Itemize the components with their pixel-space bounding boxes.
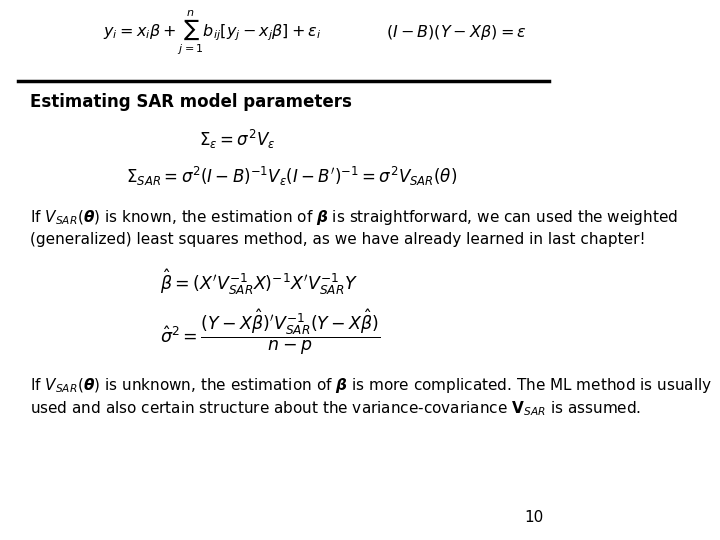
Text: $\hat{\sigma}^2 = \dfrac{(Y - X\hat{\beta})'V_{SAR}^{-1}(Y - X\hat{\beta})}{n - : $\hat{\sigma}^2 = \dfrac{(Y - X\hat{\bet… [160, 308, 380, 357]
Text: $\hat{\beta} = (X'V_{SAR}^{-1}X)^{-1}X'V_{SAR}^{-1}Y$: $\hat{\beta} = (X'V_{SAR}^{-1}X)^{-1}X'V… [160, 268, 358, 298]
Text: $(I - B)(Y - X\beta) = \varepsilon$: $(I - B)(Y - X\beta) = \varepsilon$ [385, 23, 526, 42]
Text: $\Sigma_{\varepsilon} = \sigma^2 V_{\varepsilon}$: $\Sigma_{\varepsilon} = \sigma^2 V_{\var… [199, 128, 276, 151]
Text: If $V_{SAR}(\boldsymbol{\theta})$ is known, the estimation of $\boldsymbol{\beta: If $V_{SAR}(\boldsymbol{\theta})$ is kno… [30, 208, 678, 227]
Text: If $V_{SAR}(\boldsymbol{\theta})$ is unknown, the estimation of $\boldsymbol{\be: If $V_{SAR}(\boldsymbol{\theta})$ is unk… [30, 376, 712, 395]
Text: $\Sigma_{SAR} = \sigma^2(I-B)^{-1}V_{\varepsilon}(I-B')^{-1} = \sigma^2 V_{SAR}(: $\Sigma_{SAR} = \sigma^2(I-B)^{-1}V_{\va… [126, 165, 456, 188]
Text: 10: 10 [524, 510, 544, 525]
Text: $y_i = x_i\beta + \sum_{j=1}^{n} b_{ij}\left[y_j - x_j\beta\right] + \varepsilon: $y_i = x_i\beta + \sum_{j=1}^{n} b_{ij}\… [103, 8, 322, 57]
Text: (generalized) least squares method, as we have already learned in last chapter!: (generalized) least squares method, as w… [30, 232, 645, 247]
Text: used and also certain structure about the variance-covariance $\mathbf{V}_{SAR}$: used and also certain structure about th… [30, 399, 641, 418]
Text: Estimating SAR model parameters: Estimating SAR model parameters [30, 93, 351, 111]
